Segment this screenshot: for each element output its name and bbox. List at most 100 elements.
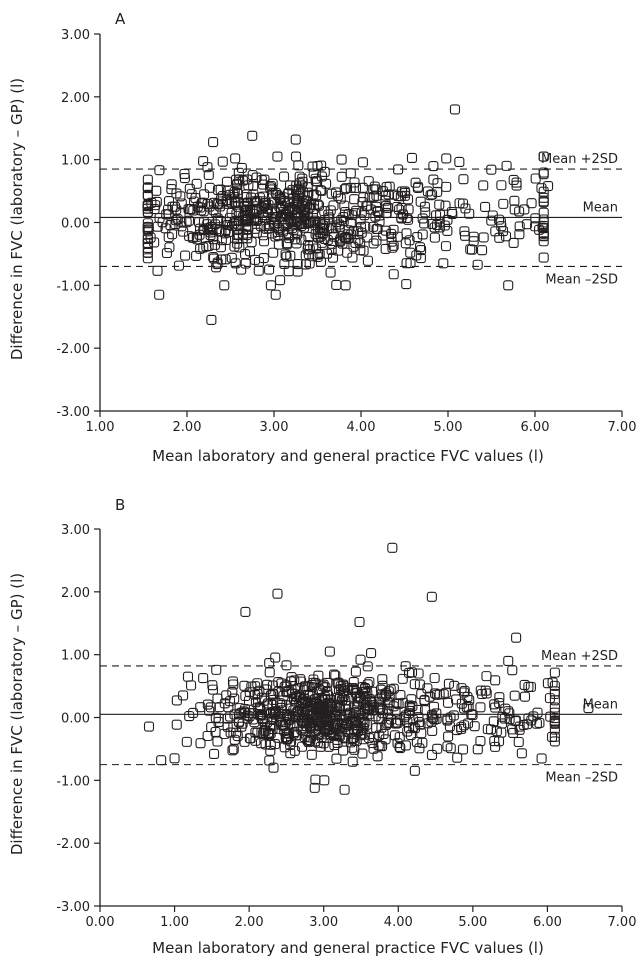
- data-point: [364, 677, 375, 688]
- data-point: [239, 736, 250, 747]
- data-point: [456, 722, 467, 733]
- data-point: [345, 218, 356, 229]
- data-point: [208, 137, 219, 148]
- data-point: [161, 247, 172, 259]
- data-point: [549, 715, 560, 726]
- x-tick-label: 1.00: [160, 915, 189, 930]
- data-point: [263, 223, 274, 234]
- data-point: [336, 154, 347, 165]
- data-point: [176, 221, 187, 232]
- data-point: [339, 184, 350, 195]
- data-point: [511, 180, 522, 191]
- data-point: [475, 702, 486, 713]
- data-point: [222, 227, 234, 238]
- data-point: [296, 234, 307, 245]
- data-point: [349, 194, 360, 205]
- data-point: [314, 248, 325, 259]
- data-point: [188, 707, 199, 719]
- data-point: [372, 223, 383, 235]
- data-point: [213, 713, 224, 724]
- data-point: [402, 726, 413, 737]
- data-point: [432, 743, 443, 754]
- data-point: [339, 784, 350, 795]
- data-point: [308, 199, 320, 211]
- data-point: [208, 252, 219, 263]
- data-point: [250, 681, 261, 692]
- y-tick-label: -1.00: [56, 279, 90, 294]
- data-point: [401, 258, 412, 269]
- data-point: [142, 182, 153, 193]
- data-point: [440, 241, 452, 252]
- data-point: [247, 130, 258, 141]
- data-point: [207, 680, 218, 691]
- data-point: [258, 728, 269, 739]
- data-point: [281, 251, 292, 262]
- data-point: [221, 194, 232, 206]
- data-point: [292, 706, 303, 717]
- data-point: [256, 202, 267, 213]
- data-point: [255, 738, 266, 749]
- data-point: [311, 707, 322, 718]
- data-point: [428, 174, 439, 185]
- x-tick-label: 3.00: [260, 420, 289, 435]
- data-point: [404, 705, 415, 716]
- data-point: [442, 697, 454, 708]
- data-point: [279, 258, 290, 270]
- data-point: [443, 731, 454, 742]
- data-point: [429, 222, 440, 233]
- data-point: [362, 661, 373, 672]
- data-point: [508, 237, 519, 249]
- data-point: [300, 715, 311, 726]
- data-point: [306, 749, 317, 760]
- data-point: [530, 173, 541, 184]
- x-tick-label: 5.00: [434, 420, 463, 435]
- x-axis-title-a: Mean laboratory and general practice FVC…: [152, 447, 544, 465]
- data-point: [316, 222, 328, 234]
- data-point: [355, 718, 366, 729]
- data-point: [494, 698, 505, 709]
- data-point: [252, 689, 263, 700]
- data-point: [395, 742, 406, 754]
- data-point: [286, 672, 297, 683]
- data-point: [350, 182, 362, 193]
- data-point: [178, 226, 189, 237]
- panel-label-a: A: [115, 10, 126, 28]
- scatter-plot-b: B Mean laboratory and general practice F…: [8, 496, 636, 957]
- data-point: [345, 182, 356, 193]
- data-point: [371, 235, 382, 246]
- data-point: [478, 180, 489, 191]
- data-point: [414, 743, 425, 754]
- data-point: [475, 736, 486, 747]
- data-point: [504, 714, 515, 725]
- data-point: [438, 258, 449, 269]
- data-point: [260, 725, 271, 737]
- data-point: [534, 717, 545, 728]
- y-tick-label: -2.00: [56, 837, 90, 852]
- data-point: [511, 177, 522, 188]
- data-point: [202, 223, 213, 234]
- data-point: [307, 251, 318, 262]
- data-point: [310, 774, 321, 785]
- data-point: [224, 696, 236, 707]
- data-point: [350, 666, 361, 677]
- data-point: [171, 204, 182, 215]
- data-point: [549, 667, 560, 678]
- data-point: [319, 214, 330, 226]
- data-point: [442, 225, 453, 236]
- data-point: [199, 224, 210, 235]
- data-point: [298, 725, 309, 736]
- y-tick-label: -1.00: [56, 774, 90, 789]
- data-point: [272, 151, 283, 162]
- data-point: [536, 753, 547, 764]
- data-point: [313, 200, 324, 211]
- data-point: [252, 727, 263, 738]
- data-point: [240, 258, 251, 269]
- data-point: [262, 698, 273, 709]
- data-point: [425, 190, 436, 201]
- data-point: [444, 721, 455, 732]
- data-point: [302, 735, 313, 746]
- data-point: [315, 185, 326, 196]
- data-point: [338, 216, 349, 227]
- data-point: [347, 756, 358, 767]
- data-point: [323, 209, 334, 220]
